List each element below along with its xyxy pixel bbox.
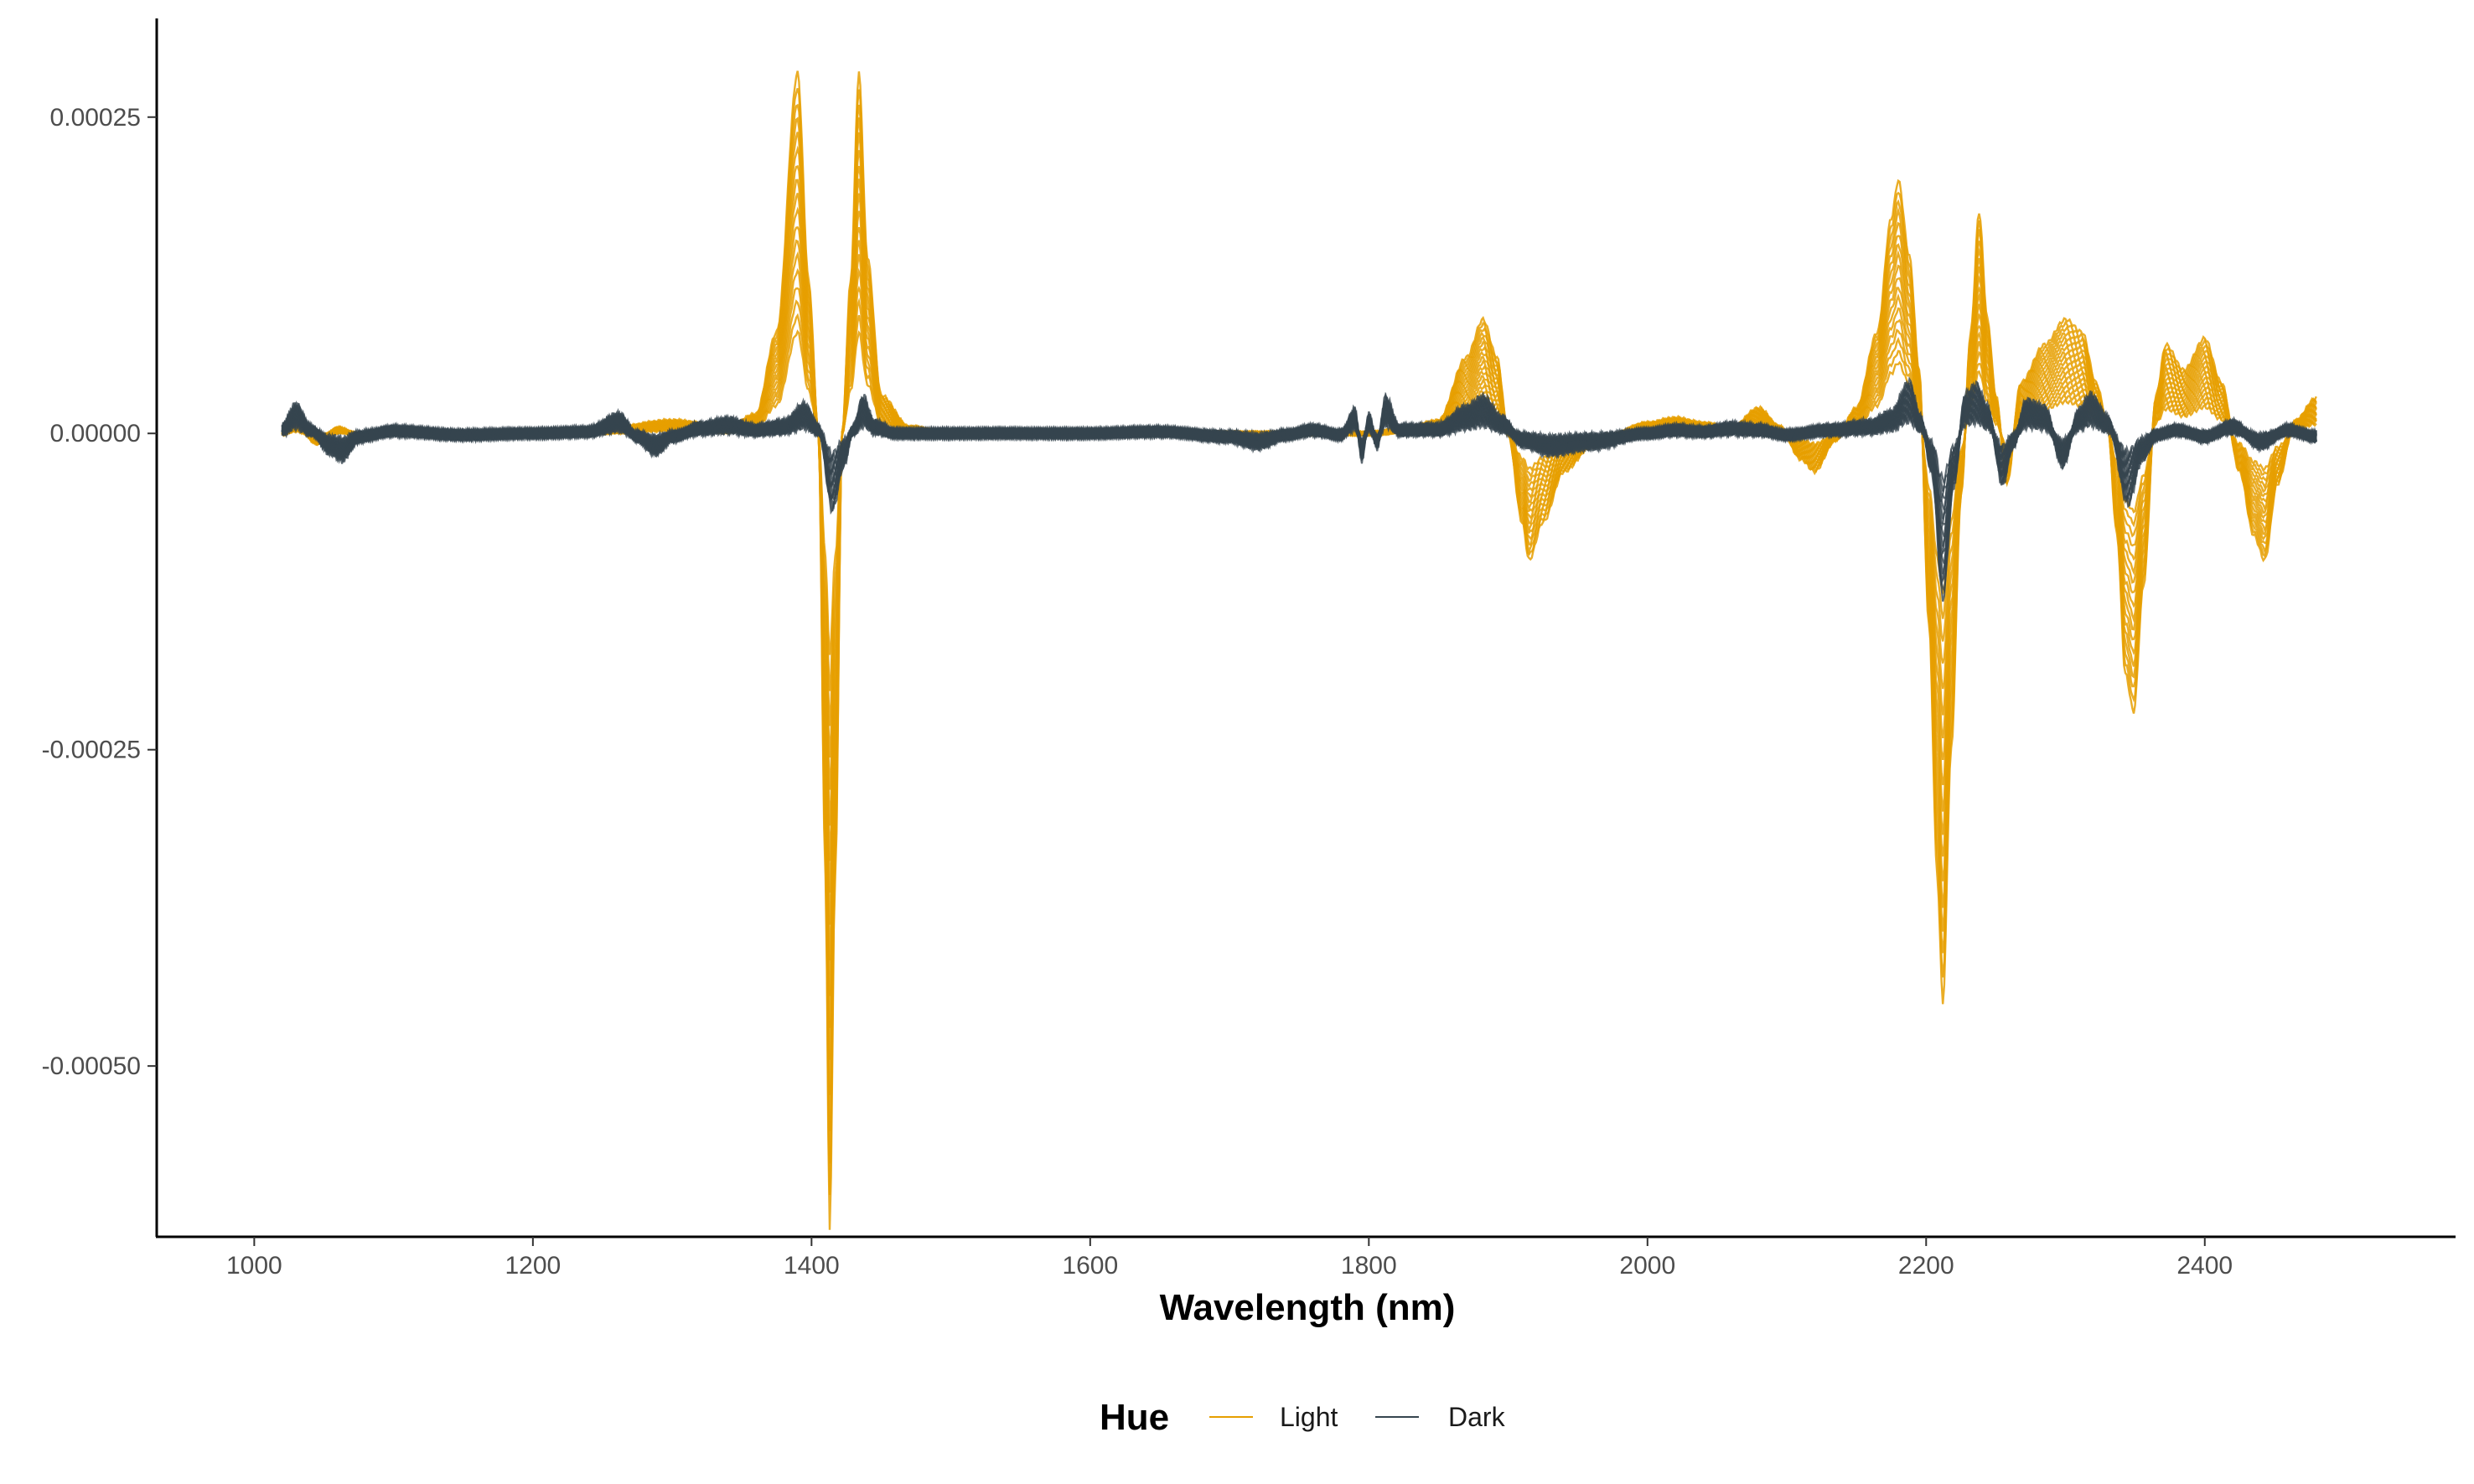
series-line bbox=[281, 164, 2317, 1028]
x-tick-label: 2200 bbox=[1898, 1252, 1954, 1280]
series-line bbox=[281, 239, 2317, 861]
series-line bbox=[281, 329, 2317, 655]
series-line bbox=[281, 178, 2317, 996]
series-line bbox=[281, 391, 2317, 555]
series-line bbox=[281, 206, 2317, 925]
series-light bbox=[281, 70, 2317, 1230]
y-tick-label: 0.00000 bbox=[50, 420, 141, 447]
series-line bbox=[282, 103, 2317, 1164]
series-line bbox=[281, 313, 2317, 691]
series-line bbox=[281, 145, 2317, 1060]
series-line bbox=[281, 390, 2317, 559]
y-ticks: 0.00025 0.00000 -0.00025 -0.00050 bbox=[42, 104, 157, 1080]
legend-label-dark: Dark bbox=[1448, 1402, 1506, 1432]
series-line bbox=[281, 388, 2317, 565]
series-line bbox=[282, 376, 2317, 602]
series-line bbox=[281, 251, 2317, 826]
x-tick-label: 2000 bbox=[1619, 1252, 1675, 1280]
series-line bbox=[281, 116, 2316, 1131]
x-tick-label: 2400 bbox=[2176, 1252, 2233, 1280]
x-tick-label: 1000 bbox=[226, 1252, 282, 1280]
series-line bbox=[281, 379, 2316, 594]
x-axis-title: Wavelength (nm) bbox=[1160, 1287, 1456, 1328]
axes bbox=[155, 18, 2456, 1238]
series-line bbox=[281, 88, 2317, 1196]
x-tick-label: 1200 bbox=[505, 1252, 561, 1280]
y-tick-label: -0.00050 bbox=[42, 1052, 141, 1080]
series-line bbox=[281, 381, 2317, 587]
series-line bbox=[281, 297, 2317, 726]
series-line bbox=[282, 193, 2317, 961]
series-line bbox=[282, 132, 2317, 1095]
series-layer bbox=[281, 70, 2317, 1230]
x-tick-label: 1400 bbox=[784, 1252, 840, 1280]
series-line bbox=[281, 385, 2317, 581]
y-tick-label: 0.00025 bbox=[50, 104, 141, 132]
series-line bbox=[281, 267, 2317, 790]
x-tick-label: 1600 bbox=[1062, 1252, 1118, 1280]
series-dark bbox=[281, 376, 2317, 602]
series-line bbox=[282, 70, 2317, 1230]
series-line bbox=[281, 285, 2317, 758]
x-tick-label: 1800 bbox=[1341, 1252, 1397, 1280]
series-line bbox=[282, 384, 2317, 575]
series-line bbox=[281, 226, 2317, 893]
legend-label-light: Light bbox=[1280, 1402, 1338, 1432]
y-tick-label: -0.00025 bbox=[42, 737, 141, 764]
legend-title: Hue bbox=[1100, 1397, 1169, 1438]
x-ticks: 1000 1200 1400 1600 1800 2000 2200 2400 bbox=[226, 1237, 2233, 1280]
legend: Hue Light Dark bbox=[1100, 1397, 1506, 1438]
